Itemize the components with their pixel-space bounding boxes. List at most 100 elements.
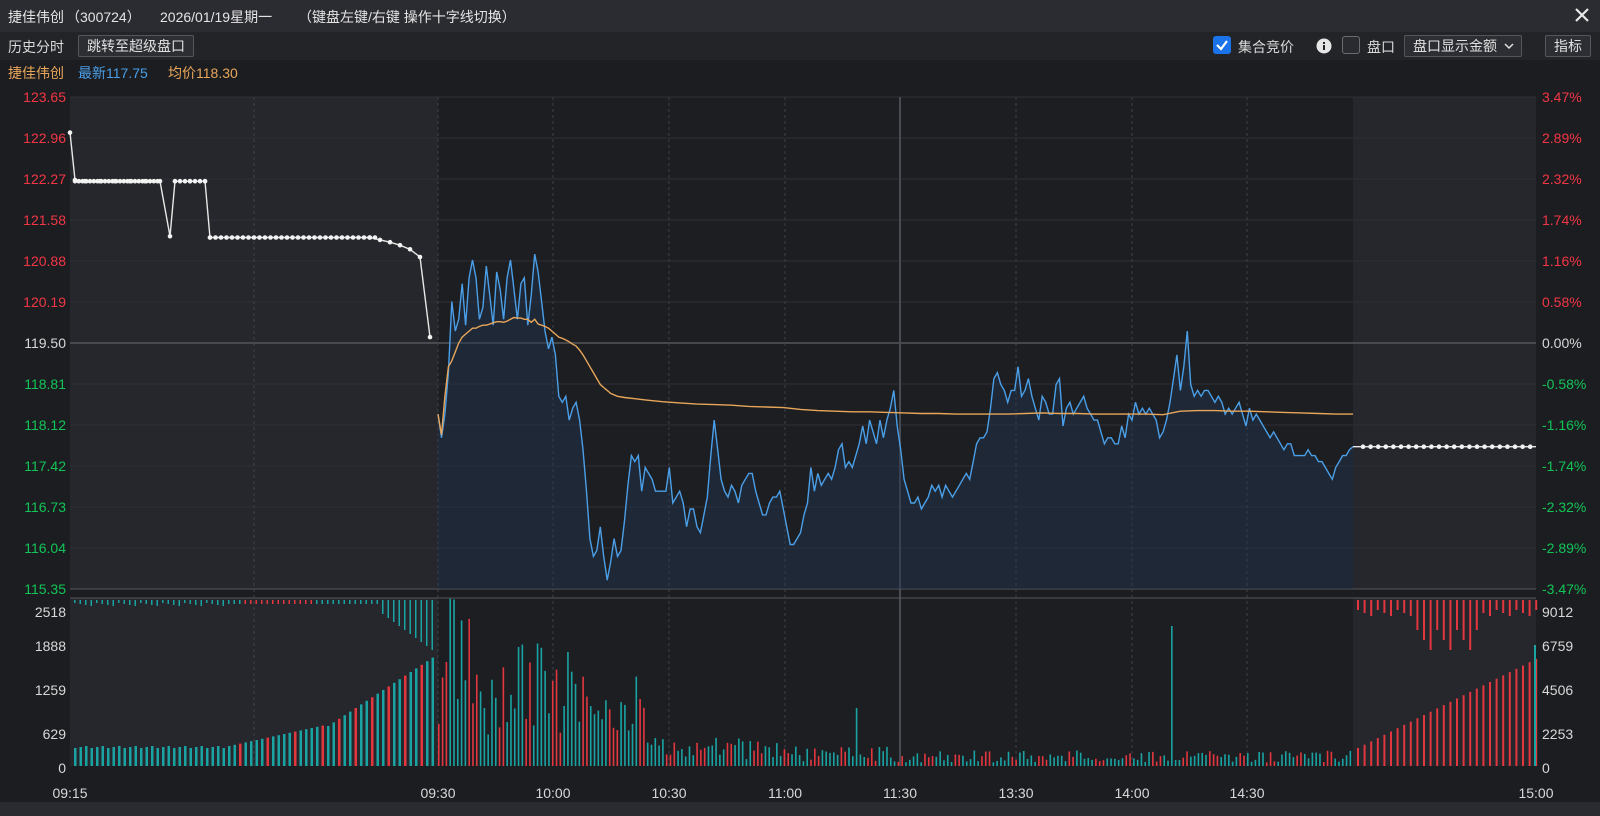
volume-bar bbox=[1209, 751, 1211, 766]
price-tick-label: 122.27 bbox=[23, 171, 66, 187]
panel-checkbox[interactable] bbox=[1342, 36, 1360, 54]
auction-volume-bar bbox=[376, 600, 378, 604]
closing-auction-volume-bar bbox=[1482, 600, 1485, 613]
closing-volume-bar bbox=[1409, 721, 1412, 766]
closing-auction-point bbox=[1375, 444, 1381, 450]
auction-checkbox[interactable] bbox=[1213, 36, 1231, 54]
volume-bar bbox=[206, 748, 209, 766]
info-icon[interactable] bbox=[1316, 38, 1332, 54]
volume-bar bbox=[965, 761, 968, 766]
time-tick-label: 13:30 bbox=[998, 785, 1033, 801]
volume-tick-label: 629 bbox=[43, 726, 67, 742]
volume-bar bbox=[1273, 761, 1276, 766]
volume-bar bbox=[299, 730, 302, 766]
volume-bar bbox=[779, 755, 782, 766]
closing-auction-volume-bar bbox=[1489, 600, 1491, 616]
auction-volume-bar bbox=[272, 600, 274, 604]
bottom-scrollbar[interactable] bbox=[0, 802, 1600, 816]
volume-bar bbox=[555, 669, 558, 766]
closing-auction-point bbox=[1497, 444, 1503, 450]
volume-bar bbox=[118, 746, 121, 766]
volume-bar bbox=[1315, 752, 1317, 766]
volume-bar bbox=[321, 725, 324, 766]
closing-volume-bar bbox=[1522, 665, 1524, 766]
volume-bar bbox=[453, 599, 455, 766]
volume-bar bbox=[1083, 758, 1086, 766]
volume-bar bbox=[483, 708, 486, 766]
volume-bar bbox=[806, 748, 809, 766]
volume-bar bbox=[593, 714, 596, 766]
volume-bar bbox=[1243, 755, 1245, 766]
closing-volume-bar bbox=[1489, 682, 1491, 766]
closing-auction-point bbox=[1512, 444, 1518, 450]
auction-volume-bar bbox=[85, 600, 87, 605]
volume-bar bbox=[277, 735, 280, 766]
volume-bar bbox=[540, 647, 543, 766]
volume-bar bbox=[798, 755, 801, 766]
volume-bar bbox=[574, 683, 577, 766]
volume-tick-label: 2518 bbox=[35, 604, 66, 620]
volume-bar bbox=[101, 746, 104, 766]
auction-price-point bbox=[80, 178, 85, 184]
auction-price-point bbox=[301, 235, 306, 240]
volume-bar bbox=[711, 745, 714, 766]
auction-price-point bbox=[91, 178, 97, 184]
closing-auction-point bbox=[1429, 444, 1434, 450]
volume-bar bbox=[332, 722, 335, 766]
auction-volume-bar bbox=[277, 600, 279, 604]
closing-auction-point bbox=[1505, 444, 1510, 450]
auction-volume-bar bbox=[321, 600, 323, 604]
auction-volume-bar bbox=[398, 600, 400, 626]
volume-bar bbox=[310, 728, 313, 766]
jump-super-panel-button[interactable]: 跳转至超级盘口 bbox=[78, 35, 194, 57]
stock-name: 捷佳伟创 bbox=[8, 9, 64, 25]
timeshare-chart[interactable]: 123.65 3.47% 122.96 2.89% 122.27 2.32% 121.58 1… bbox=[0, 84, 1600, 802]
auction-price-point bbox=[140, 178, 145, 184]
volume-bar bbox=[1190, 756, 1192, 766]
volume-bar bbox=[1220, 757, 1223, 766]
volume-bar bbox=[1091, 759, 1093, 766]
volume-bar bbox=[905, 762, 907, 766]
volume-bar bbox=[195, 747, 198, 766]
volume-bar bbox=[631, 723, 634, 766]
toolbar: 历史分时 跳转至超级盘口 集合竞价 盘口 盘口显示金额 指标 bbox=[0, 32, 1600, 60]
volume-bar bbox=[738, 738, 740, 766]
volume-bar bbox=[1087, 758, 1090, 766]
closing-auction-volume-bar bbox=[1429, 600, 1432, 650]
price-tick-label: 119.50 bbox=[24, 335, 66, 351]
panel-display-select[interactable]: 盘口显示金额 bbox=[1404, 35, 1522, 57]
auction-price-point bbox=[339, 235, 345, 240]
auction-price-point bbox=[323, 235, 328, 240]
indicator-button[interactable]: 指标 bbox=[1545, 35, 1591, 57]
volume-bar bbox=[272, 736, 275, 766]
average-price-line bbox=[437, 316, 1353, 436]
volume-bar bbox=[912, 756, 915, 766]
closing-volume-bar bbox=[1396, 728, 1399, 766]
percent-tick-label: -3.47% bbox=[1542, 581, 1586, 597]
volume-bar bbox=[1186, 751, 1188, 766]
closing-auction-volume-bar bbox=[1502, 600, 1505, 613]
auction-volume-bar bbox=[327, 600, 329, 604]
volume-bar bbox=[1045, 759, 1048, 766]
closing-auction-point bbox=[1383, 444, 1389, 450]
volume-bar bbox=[1110, 758, 1112, 766]
volume-bar bbox=[228, 746, 231, 766]
volume-bar bbox=[783, 749, 786, 766]
closing-auction-volume-bar bbox=[1390, 600, 1392, 616]
history-timeshare-label[interactable]: 历史分时 bbox=[8, 39, 64, 55]
auction-volume-bar bbox=[365, 600, 367, 604]
volume-bar bbox=[886, 746, 888, 766]
auction-price-point bbox=[367, 235, 372, 240]
close-button[interactable] bbox=[1572, 3, 1594, 27]
percent-tick-label: 1.16% bbox=[1542, 253, 1582, 269]
volume-bar bbox=[1026, 758, 1029, 766]
auction-volume-bar bbox=[409, 600, 411, 634]
auction-price-point bbox=[262, 235, 268, 240]
volume-bar bbox=[445, 661, 448, 766]
auction-price-point bbox=[125, 178, 130, 184]
closing-volume-bar bbox=[1462, 695, 1465, 766]
volume-bar bbox=[665, 754, 668, 766]
amount-tick-label: 4506 bbox=[1542, 682, 1573, 698]
volume-bar bbox=[107, 748, 110, 766]
volume-bar bbox=[810, 759, 812, 766]
